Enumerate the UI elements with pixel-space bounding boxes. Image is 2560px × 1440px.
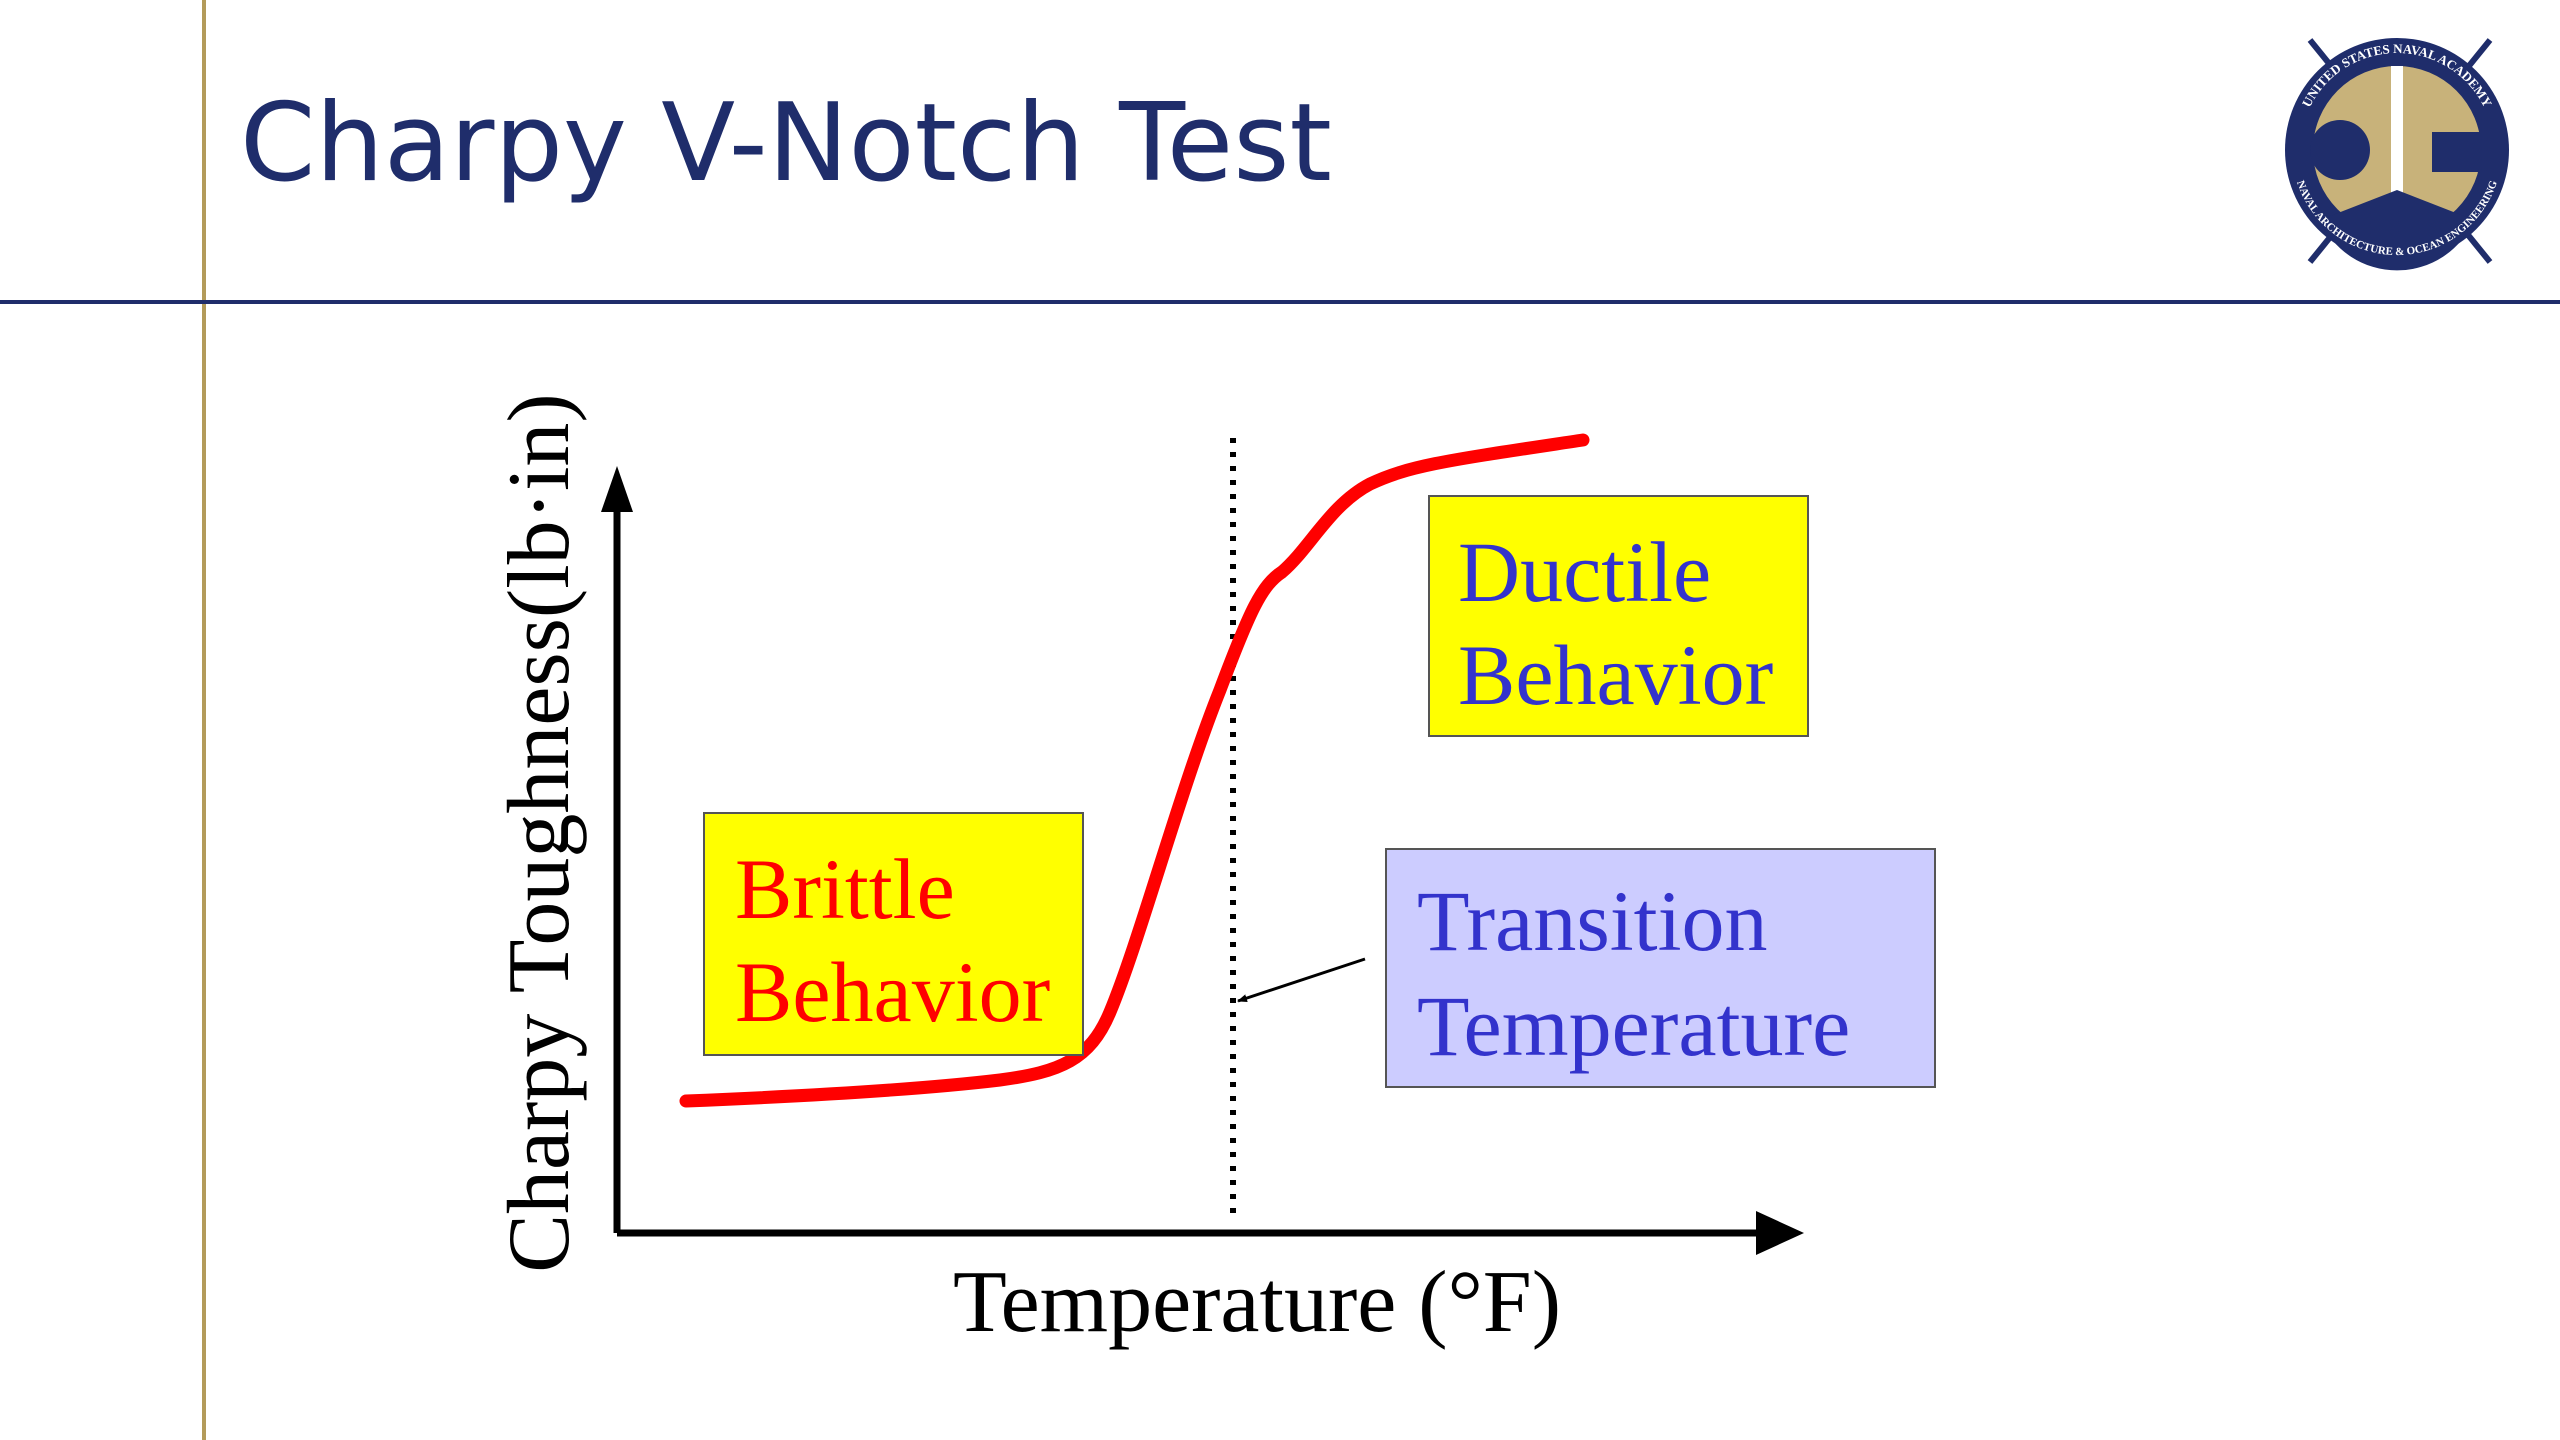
box-text: Temperature	[1417, 978, 1850, 1074]
brittle-box: Brittle Behavior	[703, 812, 1084, 1056]
slide-title: Charpy V-Notch Test	[240, 81, 1332, 206]
ductile-box: Ductile Behavior	[1428, 495, 1809, 737]
box-text: Ductile	[1458, 524, 1711, 620]
axes	[601, 466, 1804, 1255]
x-arrowhead	[1756, 1211, 1804, 1255]
box-text: Behavior	[1458, 627, 1773, 723]
logo: UNITED STATES NAVAL ACADEMY NAVAL ARCHIT…	[2285, 38, 2509, 271]
x-axis-label: Temperature (°F)	[953, 1254, 1561, 1351]
transition-box: Transition Temperature	[1385, 848, 1936, 1088]
box-text: Behavior	[735, 944, 1050, 1040]
toughness-curve	[679, 433, 1590, 1108]
box-text: Brittle	[735, 841, 955, 937]
y-axis-label: Charpy Toughness(lb·in)	[491, 393, 588, 1272]
pointer-arrow	[1237, 957, 1366, 1003]
y-arrowhead	[601, 466, 633, 512]
box-text: Transition	[1417, 873, 1767, 969]
